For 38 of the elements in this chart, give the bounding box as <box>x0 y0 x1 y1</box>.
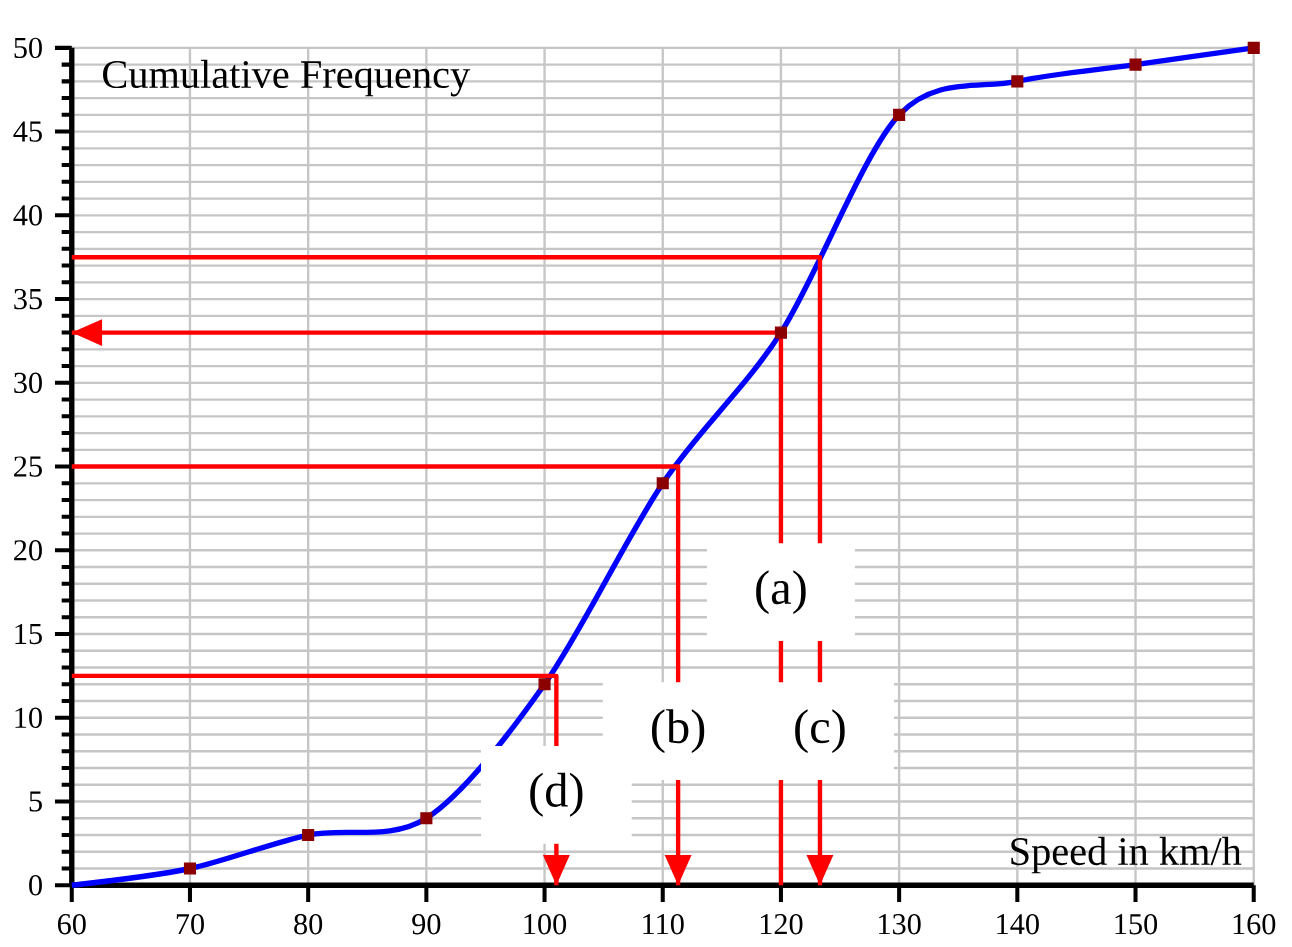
point <box>1011 75 1024 88</box>
x-tick-label: 110 <box>643 913 684 935</box>
x-tick-label: 90 <box>412 913 441 935</box>
point <box>656 477 669 490</box>
y-tick-label: 50 <box>14 37 42 58</box>
y-tick-label: 35 <box>14 288 42 310</box>
point <box>183 862 197 875</box>
y-tick-label: 45 <box>13 121 42 142</box>
x-tick-label: 120 <box>760 913 803 935</box>
y-tick-label: 15 <box>15 623 42 644</box>
y-tick-label: 20 <box>14 539 42 561</box>
point <box>893 108 906 121</box>
x-tick-label: 80 <box>294 913 323 935</box>
x-tick-label: 140 <box>997 913 1039 935</box>
point <box>774 326 787 339</box>
y-tick-label: 25 <box>14 456 42 477</box>
x-tick-label: 130 <box>879 913 921 935</box>
x-tick-label: 60 <box>57 913 86 935</box>
x-axis-title: Speed in km/h <box>1011 836 1242 874</box>
x-tick-label: 100 <box>524 913 567 935</box>
x-tick-label: 70 <box>176 913 204 935</box>
annotation: (c) <box>795 708 845 753</box>
y-tick-label: 5 <box>29 791 42 812</box>
annotation: (b) <box>651 708 705 753</box>
point <box>1247 41 1260 54</box>
point <box>538 678 551 691</box>
annotation: (d) <box>530 772 583 817</box>
y-tick-label: 30 <box>14 372 42 393</box>
point <box>420 811 433 825</box>
annotation: (a) <box>756 569 806 614</box>
y-tick-label: 40 <box>13 204 42 226</box>
point <box>302 828 315 841</box>
y-tick-label: 10 <box>15 707 42 728</box>
x-tick-label: 150 <box>1115 913 1158 935</box>
y-axis-title: Cumulative Frequency <box>103 59 471 97</box>
x-tick-label: 160 <box>1233 913 1276 935</box>
point <box>1129 58 1142 71</box>
y-tick-label: 0 <box>29 874 42 896</box>
